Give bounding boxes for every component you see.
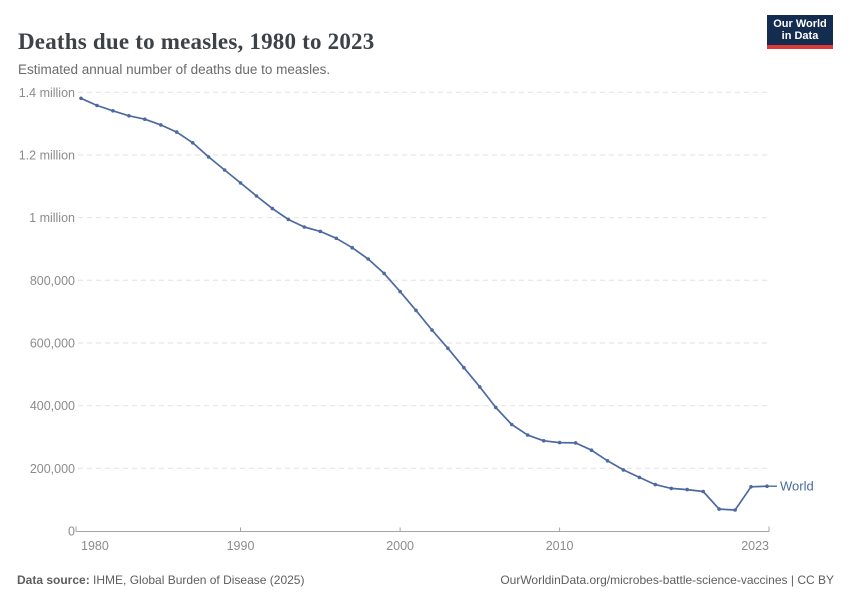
data-point-marker[interactable] bbox=[541, 439, 546, 443]
data-point-marker[interactable] bbox=[446, 346, 450, 351]
data-point-marker[interactable] bbox=[557, 440, 562, 445]
x-tick-label: 1990 bbox=[227, 539, 255, 553]
data-point-marker[interactable] bbox=[621, 468, 626, 472]
data-point-marker[interactable] bbox=[589, 448, 594, 453]
data-point-marker[interactable] bbox=[302, 225, 307, 229]
data-point-marker[interactable] bbox=[350, 245, 355, 250]
data-point-marker[interactable] bbox=[733, 508, 737, 512]
data-point-marker[interactable] bbox=[525, 433, 530, 437]
owid-credit-link[interactable]: OurWorldinData.org/microbes-battle-scien… bbox=[500, 573, 834, 587]
data-point-marker[interactable] bbox=[494, 405, 498, 410]
data-point-marker[interactable] bbox=[382, 271, 386, 276]
page-title: Deaths due to measles, 1980 to 2023 bbox=[18, 29, 375, 55]
chart-subtitle: Estimated annual number of deaths due to… bbox=[18, 61, 331, 77]
data-point-marker[interactable] bbox=[206, 155, 211, 159]
data-source-label: Data source: bbox=[17, 573, 90, 587]
owid-logo-line2: in Data bbox=[781, 30, 819, 42]
owid-logo: Our World in Data bbox=[767, 15, 833, 49]
data-point-marker[interactable] bbox=[334, 236, 339, 241]
data-point-marker[interactable] bbox=[685, 487, 689, 492]
data-point-marker[interactable] bbox=[254, 194, 259, 198]
data-point-marker[interactable] bbox=[509, 422, 514, 427]
data-point-marker[interactable] bbox=[701, 489, 705, 494]
y-tick-label: 400,000 bbox=[30, 399, 75, 413]
data-point-marker[interactable] bbox=[430, 328, 434, 332]
data-point-marker[interactable] bbox=[366, 257, 371, 261]
data-point-marker[interactable] bbox=[127, 114, 131, 118]
data-point-marker[interactable] bbox=[462, 365, 466, 370]
data-point-marker[interactable] bbox=[238, 181, 243, 185]
data-point-marker[interactable] bbox=[159, 123, 163, 127]
data-point-marker[interactable] bbox=[79, 96, 83, 101]
data-point-marker[interactable] bbox=[111, 109, 115, 113]
data-point-marker[interactable] bbox=[605, 459, 610, 463]
data-point-marker[interactable] bbox=[653, 482, 658, 487]
data-source-text: Data source: IHME, Global Burden of Dise… bbox=[17, 573, 304, 587]
y-tick-label: 0 bbox=[68, 525, 75, 539]
data-point-marker[interactable] bbox=[398, 289, 402, 294]
chart-footer: Data source: IHME, Global Burden of Dise… bbox=[17, 573, 834, 587]
y-tick-label: 200,000 bbox=[30, 462, 75, 476]
data-point-marker[interactable] bbox=[286, 217, 291, 222]
data-point-marker[interactable] bbox=[222, 168, 227, 172]
owid-logo-line1: Our World bbox=[773, 17, 827, 30]
y-tick-label: 600,000 bbox=[30, 337, 75, 351]
data-point-marker[interactable] bbox=[765, 484, 769, 489]
y-tick-label: 1.2 million bbox=[19, 149, 75, 163]
data-point-marker[interactable] bbox=[573, 441, 578, 445]
data-point-marker[interactable] bbox=[190, 141, 195, 145]
series-label-world[interactable]: World bbox=[780, 479, 814, 494]
data-source-value: IHME, Global Burden of Disease (2025) bbox=[89, 573, 305, 587]
x-tick-label: 1980 bbox=[81, 539, 109, 553]
data-point-marker[interactable] bbox=[318, 229, 323, 234]
data-point-marker[interactable] bbox=[749, 485, 753, 489]
data-point-marker[interactable] bbox=[478, 385, 482, 389]
data-point-marker[interactable] bbox=[270, 206, 275, 211]
data-point-marker[interactable] bbox=[669, 486, 674, 491]
x-tick-label: 2023 bbox=[741, 539, 769, 553]
data-point-marker[interactable] bbox=[95, 103, 99, 108]
data-point-marker[interactable] bbox=[717, 507, 721, 511]
data-point-marker[interactable] bbox=[414, 308, 418, 313]
data-point-marker[interactable] bbox=[143, 117, 147, 121]
series-line-world[interactable] bbox=[80, 97, 768, 511]
y-tick-label: 1.4 million bbox=[19, 86, 75, 100]
data-point-marker[interactable] bbox=[637, 475, 642, 480]
x-tick-label: 2010 bbox=[546, 539, 574, 553]
x-tick-label: 2000 bbox=[386, 539, 414, 553]
y-tick-label: 800,000 bbox=[30, 274, 75, 288]
y-tick-label: 1 million bbox=[29, 211, 75, 225]
data-point-marker[interactable] bbox=[174, 130, 179, 134]
